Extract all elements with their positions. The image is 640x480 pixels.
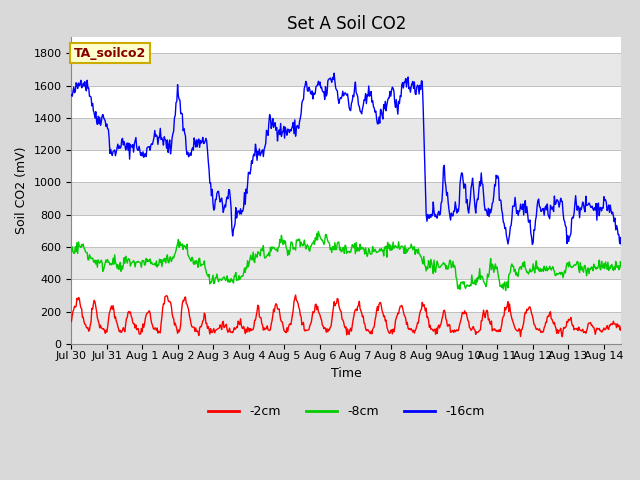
X-axis label: Time: Time	[331, 367, 362, 380]
Bar	[72, 53, 621, 86]
Title: Set A Soil CO2: Set A Soil CO2	[287, 15, 406, 33]
Y-axis label: Soil CO2 (mV): Soil CO2 (mV)	[15, 147, 28, 234]
Bar	[72, 182, 621, 215]
Bar	[72, 247, 621, 279]
Bar	[72, 312, 621, 344]
Bar	[72, 118, 621, 150]
Text: TA_soilco2: TA_soilco2	[74, 47, 147, 60]
Legend: -2cm, -8cm, -16cm: -2cm, -8cm, -16cm	[204, 400, 490, 423]
